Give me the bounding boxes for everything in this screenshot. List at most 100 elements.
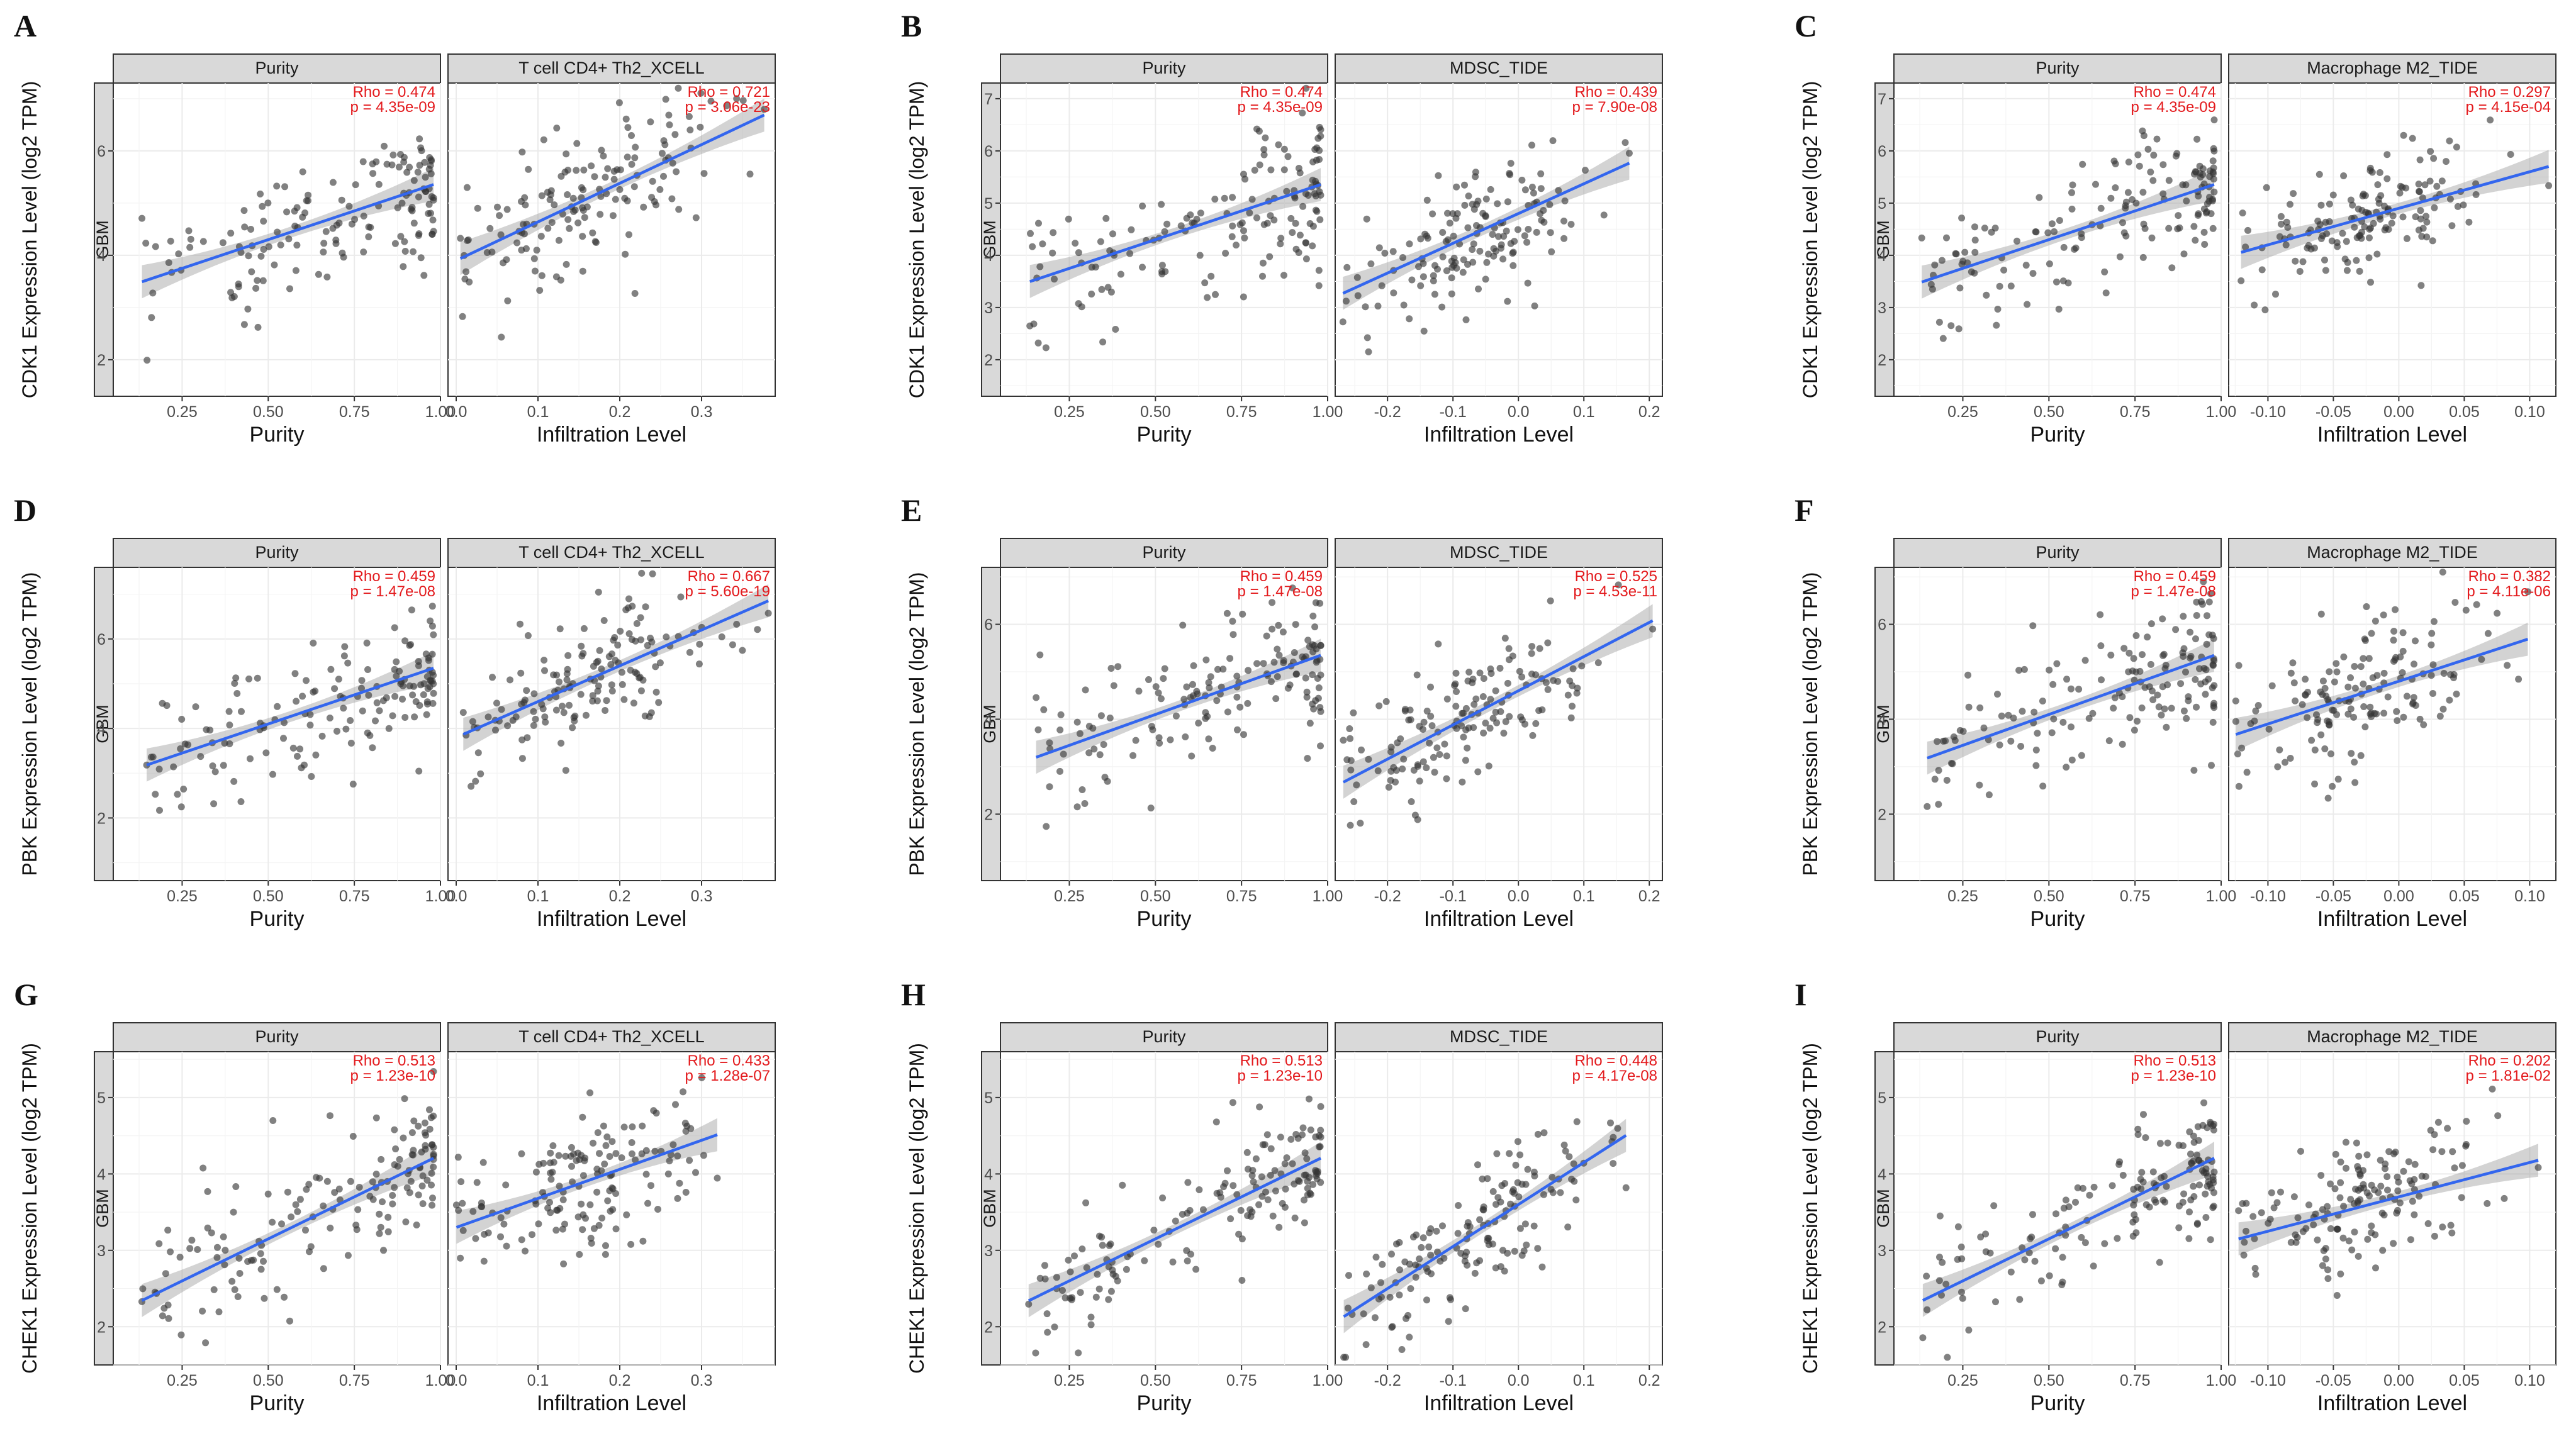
data-point [1931, 776, 1939, 783]
data-point [2317, 235, 2325, 242]
data-point [1956, 726, 1964, 734]
data-point [1083, 1264, 1090, 1271]
data-point [674, 1152, 681, 1160]
regression-line [141, 1157, 435, 1302]
data-point [2059, 1278, 2066, 1286]
data-point [2394, 717, 2401, 725]
facet-title: MDSC_TIDE [1450, 58, 1548, 77]
data-point [2097, 642, 2105, 650]
data-point [2355, 1152, 2363, 1160]
data-point [2092, 181, 2099, 188]
data-point [2453, 143, 2460, 151]
data-point [2462, 606, 2470, 614]
y-tick-label: 6 [97, 143, 106, 160]
data-point [2137, 1185, 2145, 1193]
data-point [2310, 1221, 2317, 1228]
x-axis-title: Infiltration Level [537, 907, 686, 931]
data-point [2403, 693, 2411, 700]
data-point [1950, 733, 1957, 740]
data-point [2373, 672, 2381, 679]
x-axis-title: Infiltration Level [1424, 423, 1574, 447]
data-point [2276, 746, 2283, 754]
data-point [293, 204, 301, 211]
data-point [656, 659, 664, 667]
data-point [1256, 1103, 1263, 1111]
data-point [647, 1182, 654, 1189]
rho-value: Rho = 0.721 [688, 84, 770, 101]
data-point [413, 1222, 420, 1228]
data-point [2450, 671, 2458, 678]
data-point [1520, 1247, 1528, 1255]
data-point [1537, 185, 1545, 192]
data-point [1506, 1150, 1513, 1157]
data-point [530, 708, 537, 715]
data-point [428, 622, 436, 630]
y-axis-title: CDK1 Expression Level (log2 TPM) [1799, 81, 1822, 399]
data-point [1459, 269, 1467, 276]
data-point [2130, 655, 2137, 662]
data-point [1117, 270, 1124, 278]
data-point [1389, 248, 1397, 255]
data-point [1036, 651, 1044, 659]
data-point [2451, 1164, 2458, 1172]
data-point [602, 707, 609, 714]
data-point [1056, 726, 1064, 733]
data-point [1530, 189, 1537, 197]
data-point [391, 1184, 398, 1191]
data-point [601, 1161, 608, 1168]
data-point [1918, 234, 1925, 242]
data-point [1256, 161, 1263, 169]
p-value: p = 1.47e-08 [2131, 583, 2216, 600]
data-point [347, 1177, 354, 1185]
data-point [2311, 746, 2319, 754]
x-tick-label: 0.05 [2449, 888, 2480, 905]
data-point [609, 1185, 617, 1193]
data-point [2418, 1172, 2426, 1180]
data-point [159, 1312, 166, 1320]
data-point [1253, 660, 1261, 667]
data-point [2254, 702, 2262, 709]
data-point [260, 1294, 268, 1302]
data-point [1067, 1294, 1074, 1302]
data-point [1179, 621, 1187, 629]
data-point [323, 273, 331, 281]
data-point [219, 239, 227, 247]
data-point [1303, 693, 1311, 701]
data-point [332, 237, 340, 244]
data-point [1280, 272, 1287, 279]
data-point [2332, 660, 2340, 667]
data-point [646, 713, 653, 720]
data-point [1197, 209, 1204, 217]
data-point [2366, 1192, 2373, 1200]
data-point [430, 631, 437, 638]
data-point [1346, 725, 1353, 732]
data-point [1139, 264, 1146, 271]
data-point [1315, 282, 1323, 289]
data-point [600, 152, 607, 160]
data-point [1287, 214, 1295, 222]
data-point [340, 652, 348, 660]
data-point [1425, 1243, 1433, 1250]
data-point [619, 681, 626, 688]
data-point [497, 231, 505, 238]
data-point [1292, 220, 1299, 227]
data-point [1931, 261, 1939, 269]
data-point [1107, 1288, 1115, 1295]
data-point [1439, 253, 1447, 260]
data-point [1961, 248, 1969, 256]
data-point [204, 1188, 211, 1195]
data-point [1501, 635, 1509, 642]
data-point [2340, 653, 2348, 660]
data-point [1226, 655, 1234, 662]
y-axis-title: CDK1 Expression Level (log2 TPM) [905, 81, 928, 399]
data-point [1306, 643, 1313, 650]
x-tick-label: 0.75 [339, 1372, 370, 1389]
row-strip-label: GBM [1874, 1189, 1893, 1228]
data-point [1182, 733, 1189, 740]
data-point [1473, 1259, 1481, 1267]
x-axis-title: Infiltration Level [2317, 1391, 2467, 1415]
data-point [1523, 1241, 1530, 1249]
data-point [2356, 267, 2363, 275]
data-point [504, 297, 512, 304]
p-value: p = 4.11e-06 [2467, 583, 2551, 600]
